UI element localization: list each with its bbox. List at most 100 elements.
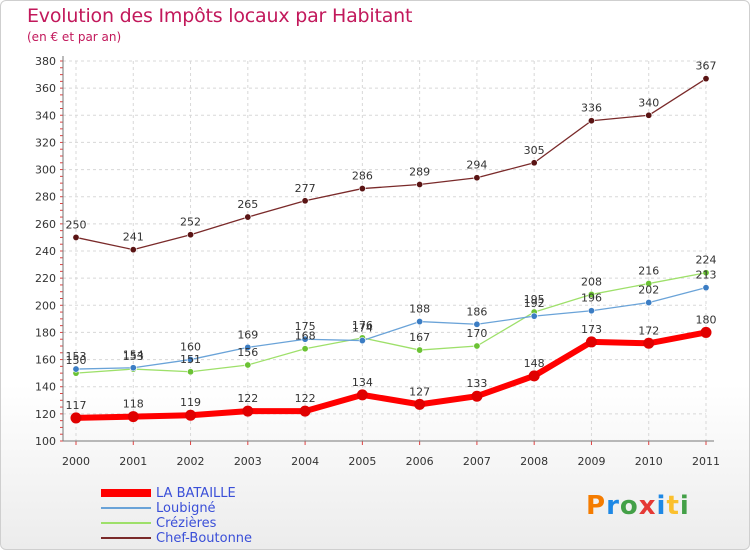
data-label-chef-boutonne: 336 (581, 102, 602, 115)
data-point-loubigne (645, 299, 653, 307)
data-point-la-bataille (299, 405, 311, 417)
data-point-loubigne (187, 356, 195, 364)
logo-letter: i (679, 491, 690, 521)
data-label-crezieres: 195 (524, 293, 545, 306)
y-tick-label: 160 (35, 354, 56, 367)
data-point-crezieres (187, 368, 195, 376)
data-point-crezieres (587, 290, 595, 298)
data-label-crezieres: 167 (409, 331, 430, 344)
data-label-crezieres: 208 (581, 275, 602, 288)
x-tick-label: 2005 (348, 455, 376, 468)
data-label-la-bataille: 127 (409, 385, 430, 398)
data-label-crezieres: 216 (638, 265, 659, 278)
data-label-loubigne: 186 (466, 305, 487, 318)
data-point-loubigne (702, 284, 710, 292)
x-tick-label: 2002 (177, 455, 205, 468)
data-point-loubigne (301, 335, 309, 343)
legend-swatch (101, 537, 151, 539)
data-point-loubigne (358, 337, 366, 345)
data-point-loubigne (587, 307, 595, 315)
data-label-chef-boutonne: 250 (66, 218, 87, 231)
data-label-loubigne: 213 (696, 269, 717, 282)
data-label-chef-boutonne: 286 (352, 170, 373, 183)
data-label-loubigne: 174 (352, 322, 373, 335)
data-label-chef-boutonne: 305 (524, 144, 545, 157)
data-point-la-bataille (585, 336, 597, 348)
chart-title: Evolution des Impôts locaux par Habitant (27, 5, 413, 27)
data-point-chef-boutonne (129, 246, 137, 254)
legend-swatch (101, 522, 151, 524)
data-label-la-bataille: 122 (295, 392, 316, 405)
x-tick-label: 2003 (234, 455, 262, 468)
data-point-loubigne (530, 312, 538, 320)
data-point-chef-boutonne (416, 181, 424, 189)
data-point-crezieres (244, 361, 252, 369)
data-point-la-bataille (242, 405, 254, 417)
x-tick-label: 2006 (406, 455, 434, 468)
data-point-chef-boutonne (301, 197, 309, 205)
y-tick-label: 120 (35, 408, 56, 421)
data-label-loubigne: 202 (638, 284, 659, 297)
logo-letter: x (638, 491, 657, 521)
data-point-la-bataille (185, 409, 197, 421)
data-point-loubigne (72, 365, 80, 373)
data-label-chef-boutonne: 367 (696, 60, 717, 73)
axes: 100 120 140 160 180 200 220 240 260 280 300 320 340 3… (35, 55, 720, 468)
data-label-loubigne: 188 (409, 303, 430, 316)
data-label-chef-boutonne: 265 (237, 198, 258, 211)
x-tick-label: 2011 (692, 455, 720, 468)
data-point-loubigne (129, 364, 137, 372)
data-point-chef-boutonne (187, 231, 195, 239)
data-point-chef-boutonne (358, 185, 366, 193)
y-tick-label: 280 (35, 191, 56, 204)
y-tick-label: 240 (35, 245, 56, 258)
data-label-la-bataille: 180 (696, 313, 717, 326)
data-label-crezieres: 156 (237, 346, 258, 359)
y-tick-label: 140 (35, 381, 56, 394)
y-tick-label: 340 (35, 109, 56, 122)
x-tick-label: 2000 (62, 455, 90, 468)
logo-letter: P (586, 491, 607, 521)
logo-letter: r (606, 491, 620, 521)
data-label-la-bataille: 134 (352, 376, 373, 389)
data-point-crezieres (702, 269, 710, 277)
legend-label: Chef-Boutonne (156, 531, 253, 546)
logo-letter: i (656, 491, 667, 521)
data-point-chef-boutonne (587, 117, 595, 125)
y-tick-label: 320 (35, 136, 56, 149)
data-point-crezieres (301, 345, 309, 353)
y-tick-label: 100 (35, 435, 56, 448)
data-label-chef-boutonne: 252 (180, 216, 201, 229)
grid (63, 60, 707, 442)
data-label-la-bataille: 117 (66, 399, 87, 412)
data-label-loubigne: 154 (123, 349, 144, 362)
data-label-la-bataille: 122 (237, 392, 258, 405)
logo-letter: o (619, 491, 639, 521)
series (70, 75, 712, 424)
chart-subtitle: (en € et par an) (27, 30, 122, 44)
data-point-chef-boutonne (244, 213, 252, 221)
data-label-loubigne: 153 (66, 350, 87, 363)
data-label-loubigne: 169 (237, 328, 258, 341)
data-point-chef-boutonne (645, 111, 653, 119)
data-point-la-bataille (643, 337, 655, 349)
y-tick-label: 180 (35, 326, 56, 339)
data-point-loubigne (473, 320, 481, 328)
data-point-la-bataille (356, 389, 368, 401)
data-label-crezieres: 170 (466, 327, 487, 340)
data-label-chef-boutonne: 289 (409, 166, 430, 179)
data-point-la-bataille (700, 326, 712, 338)
legend-label: Crézières (156, 516, 217, 531)
data-label-loubigne: 192 (524, 297, 545, 310)
data-label-crezieres: 224 (696, 254, 717, 267)
data-label-chef-boutonne: 294 (466, 159, 487, 172)
data-label-loubigne: 160 (180, 341, 201, 354)
data-label-crezieres: 151 (180, 353, 201, 366)
legend-label: Loubigné (156, 501, 216, 516)
data-label-la-bataille: 118 (123, 398, 144, 411)
data-label-la-bataille: 173 (581, 323, 602, 336)
data-label-chef-boutonne: 277 (295, 182, 316, 195)
x-tick-label: 2007 (463, 455, 491, 468)
